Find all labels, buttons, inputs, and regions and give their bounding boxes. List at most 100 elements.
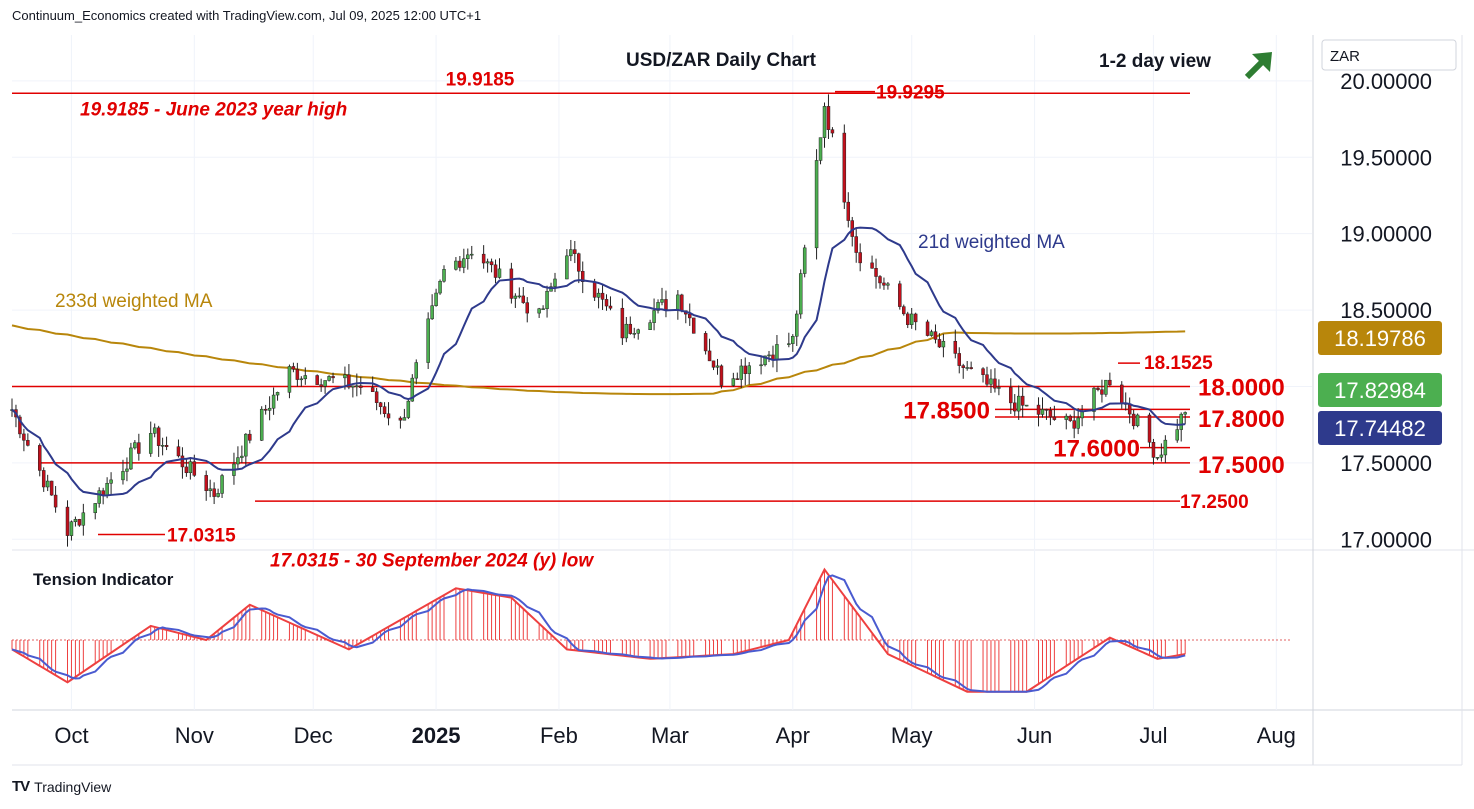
- candle-body: [1076, 417, 1080, 429]
- y-tick-label: 19.50000: [1340, 145, 1432, 170]
- candle-body: [1131, 413, 1136, 427]
- candle-body: [759, 364, 763, 367]
- candle-body: [509, 268, 514, 299]
- ma21-line: [11, 226, 1186, 497]
- candle-body: [620, 307, 625, 339]
- candle-body: [1104, 379, 1108, 395]
- candle-body: [295, 368, 300, 380]
- candle-body: [628, 323, 633, 334]
- price-tag-text: 18.19786: [1334, 326, 1426, 351]
- ma21-label: 21d weighted MA: [918, 232, 1065, 253]
- candle-body: [898, 283, 902, 307]
- oscillator-blue-line: [11, 574, 1186, 693]
- candle-body: [937, 339, 942, 348]
- candle-body: [874, 268, 878, 277]
- arrow-up-right-icon: [1244, 52, 1272, 80]
- candle-body: [347, 374, 351, 388]
- candle-body: [291, 366, 296, 370]
- candle-body: [133, 442, 137, 449]
- candle-body: [188, 461, 193, 474]
- annotation-year-low: 17.0315 - 30 September 2024 (y) low: [270, 550, 594, 571]
- candle-body: [160, 445, 165, 447]
- price-tag-bg: [1318, 321, 1442, 355]
- candle-body: [565, 255, 569, 280]
- candle-body: [402, 417, 407, 421]
- x-tick-label: Apr: [776, 723, 810, 748]
- candle-body: [244, 433, 248, 457]
- candle-body: [715, 365, 720, 368]
- candle-body: [652, 310, 656, 323]
- candle-body: [53, 494, 58, 508]
- candle-body: [267, 407, 272, 411]
- ma21-polyline: [11, 226, 1186, 497]
- candle-body: [719, 365, 724, 386]
- candle-body: [481, 253, 486, 264]
- candle-body: [156, 427, 161, 446]
- candle-body: [212, 488, 216, 497]
- candle-body: [1183, 412, 1187, 415]
- candle-body: [73, 519, 78, 523]
- chart-title: USD/ZAR Daily Chart: [626, 50, 817, 71]
- price-tag-bg: [1318, 411, 1442, 445]
- x-tick-label: Nov: [175, 723, 214, 748]
- candle-body: [553, 278, 557, 287]
- candle-body: [656, 302, 660, 311]
- chart-labels: 19.9185 19.9295 19.9185 - June 2023 year h…: [55, 39, 1457, 571]
- candle-body: [26, 440, 30, 446]
- candle-body: [287, 366, 292, 393]
- candle-body: [176, 446, 181, 457]
- candle-body: [830, 129, 835, 134]
- candle-body: [18, 416, 22, 435]
- candle-body: [743, 365, 747, 374]
- candle-body: [374, 391, 379, 403]
- candle-body: [1120, 384, 1124, 404]
- candle-body: [410, 377, 415, 402]
- candle-body: [382, 406, 387, 414]
- candles: [10, 94, 1187, 547]
- candle-body: [240, 455, 244, 458]
- level-label-17-6000: 17.6000: [1053, 436, 1140, 463]
- x-tick-label: 2025: [412, 723, 461, 748]
- ma233-polyline: [11, 324, 1186, 396]
- candle-body: [271, 394, 276, 409]
- candle-body: [430, 305, 434, 320]
- candle-body: [965, 367, 969, 369]
- ma233-line: [11, 324, 1186, 396]
- x-tick-label: May: [891, 723, 933, 748]
- candle-body: [81, 512, 86, 526]
- level-label-17-8000: 17.8000: [1198, 406, 1285, 433]
- candle-body: [691, 317, 696, 334]
- candle-body: [878, 276, 882, 284]
- candle-body: [1068, 415, 1072, 421]
- tradingview-logo-icon: TV: [12, 778, 30, 795]
- candle-body: [993, 378, 997, 389]
- candle-body: [69, 521, 74, 536]
- candle-body: [707, 350, 712, 362]
- candle-body: [604, 299, 609, 307]
- candle-body: [747, 365, 751, 374]
- candle-body: [763, 355, 767, 366]
- candle-body: [632, 333, 636, 335]
- candle-body: [323, 380, 327, 387]
- candle-body: [525, 302, 529, 314]
- x-tick-label: Feb: [540, 723, 578, 748]
- candle-body: [489, 261, 494, 266]
- candle-body: [458, 260, 462, 268]
- candle-body: [953, 340, 958, 354]
- ma233-label: 233d weighted MA: [55, 291, 213, 312]
- candle-body: [795, 313, 799, 337]
- tension-indicator-pane: Tension Indicator: [11, 567, 1290, 693]
- candle-body: [303, 375, 308, 380]
- candle-body: [1092, 387, 1096, 412]
- candle-body: [941, 340, 946, 348]
- candle-body: [1159, 454, 1164, 458]
- candle-body: [1048, 410, 1053, 418]
- footer: TV TradingView: [12, 778, 111, 795]
- x-tick-label: Aug: [1257, 723, 1296, 748]
- candle-body: [818, 137, 823, 161]
- candle-body: [822, 106, 827, 138]
- candle-body: [826, 106, 831, 130]
- x-tick-label: Mar: [651, 723, 689, 748]
- candle-body: [902, 306, 906, 315]
